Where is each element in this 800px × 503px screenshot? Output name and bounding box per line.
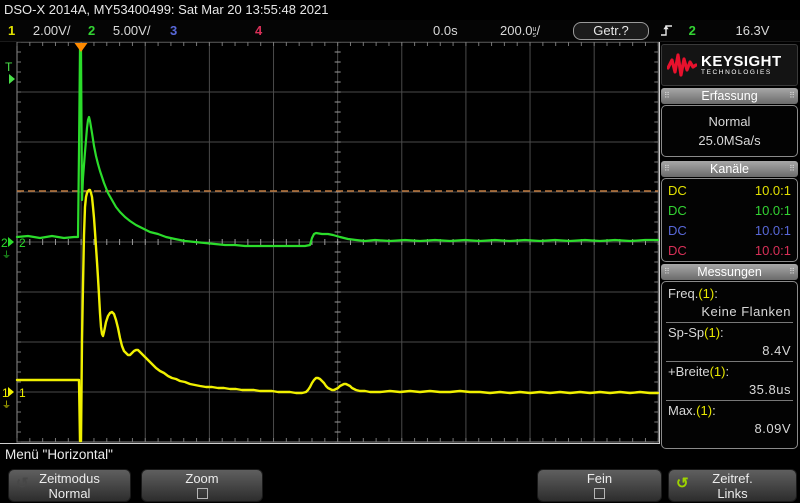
measurements-title: Messungen: [697, 265, 762, 279]
trigger-status-badge: Getr.?: [573, 22, 649, 40]
trigger-source: 2: [688, 23, 696, 38]
channel-1-number: 1: [8, 23, 16, 38]
keysight-logo: KEYSIGHT TECHNOLOGIES: [661, 44, 798, 86]
fein-checkbox[interactable]: [594, 488, 605, 499]
measurement-peak-peak: Sp-Sp(1): 8.4V: [668, 325, 791, 358]
softkey-fein[interactable]: Fein: [537, 469, 662, 502]
status-bar: 1 2.00V/ 2 5.00V/ 3 4 0.0s 200.0 u s / Getr…: [0, 20, 800, 42]
channel-row-2: DC 10.0:1: [668, 201, 791, 221]
menu-title: Menü "Horizontal": [5, 447, 113, 462]
rising-edge-icon: [661, 25, 672, 36]
svg-text:T: T: [5, 60, 13, 74]
measurements-section-header[interactable]: ⠿ Messungen ⠿: [661, 264, 798, 280]
svg-text:⏚: ⏚: [2, 400, 11, 410]
channel-row-1: DC 10.0:1: [668, 181, 791, 201]
waveform-display: T 2 ⏚ 2 1 ⏚ 1: [0, 42, 660, 444]
channel-3-number: 3: [170, 23, 178, 38]
coupling-label: DC: [668, 223, 687, 238]
softkey-zoom[interactable]: Zoom: [141, 469, 263, 502]
softkey-value: Normal: [48, 486, 91, 501]
logo-subname: TECHNOLOGIES: [701, 68, 772, 76]
time-scale[interactable]: 200.0 u s /: [500, 20, 540, 42]
grip-icon: ⠿: [789, 267, 795, 276]
channel-2-number: 2: [88, 23, 96, 38]
probe-ratio: 10.0:1: [754, 243, 791, 258]
channels-section-header[interactable]: ⠿ Kanäle ⠿: [661, 161, 798, 177]
trigger-level: 16.3V: [735, 23, 770, 38]
waveform-grid: T2⏚21⏚1: [1, 42, 660, 443]
coupling-label: DC: [668, 243, 687, 258]
svg-text:1: 1: [19, 386, 26, 400]
svg-text:⏚: ⏚: [2, 250, 11, 260]
softkey-zeitmodus[interactable]: ↺ Zeitmodus Normal: [8, 469, 131, 502]
channels-info: DC 10.0:1 DC 10.0:1 DC 10.0:1 DC 10.0:1: [661, 178, 798, 262]
zoom-checkbox[interactable]: [196, 488, 208, 499]
status-channel-2[interactable]: 2 5.00V/: [88, 20, 150, 42]
measurements-info: Freq.(1): Keine Flanken Sp-Sp(1): 8.4V +…: [661, 281, 798, 449]
title-bar: DSO-X 2014A, MY53400499: Sat Mar 20 13:5…: [4, 2, 329, 17]
acquisition-title: Erfassung: [701, 89, 758, 103]
softkey-label: Zeitref.: [712, 471, 753, 486]
channel-row-3: DC 10.0:1: [668, 221, 791, 241]
svg-text:2: 2: [19, 236, 26, 250]
softkey-value: Links: [717, 486, 748, 501]
channel-2-scale: 5.00V/: [112, 23, 151, 38]
measurement-pos-width: +Breite(1): 35.8us: [668, 364, 791, 397]
grip-icon: ⠿: [664, 267, 670, 276]
grip-icon: ⠿: [664, 91, 670, 100]
grip-icon: ⠿: [789, 164, 795, 173]
measurement-max: Max.(1): 8.09V: [668, 403, 791, 436]
probe-ratio: 10.0:1: [754, 223, 791, 238]
grip-icon: ⠿: [789, 91, 795, 100]
time-scale-slash: /: [536, 23, 541, 38]
trigger-info[interactable]: 2 16.3V: [660, 20, 769, 42]
probe-ratio: 10.0:1: [754, 203, 791, 218]
softkey-label: Zeitmodus: [39, 471, 100, 486]
softkey-label: Zoom: [185, 471, 219, 486]
acquisition-section-header[interactable]: ⠿ Erfassung ⠿: [661, 88, 798, 104]
status-channel-1[interactable]: 1 2.00V/: [8, 20, 70, 42]
sample-rate: 25.0MSa/s: [698, 133, 761, 148]
channel-row-4: DC 10.0:1: [668, 241, 791, 261]
coupling-label: DC: [668, 183, 687, 198]
sidebar: KEYSIGHT TECHNOLOGIES ⠿ Erfassung ⠿ Norm…: [661, 44, 798, 456]
cycle-arrow-icon: ↺: [676, 475, 689, 492]
softkey-label: Fein: [586, 471, 613, 486]
status-channel-3[interactable]: 3: [170, 20, 177, 42]
status-channel-4[interactable]: 4: [255, 20, 262, 42]
svg-text:1: 1: [2, 386, 9, 400]
acquisition-info: Normal 25.0MSa/s: [661, 105, 798, 157]
return-arrow-icon: ↺: [16, 475, 29, 492]
svg-text:2: 2: [1, 236, 8, 250]
channel-1-scale: 2.00V/: [32, 23, 71, 38]
time-scale-value: 200.0: [500, 23, 533, 38]
channels-title: Kanäle: [710, 162, 749, 176]
channel-4-number: 4: [255, 23, 263, 38]
measurement-freq: Freq.(1): Keine Flanken: [668, 286, 791, 319]
keysight-pulse-icon: [667, 53, 697, 77]
softkey-zeitref[interactable]: ↺ Zeitref. Links: [668, 469, 797, 502]
coupling-label: DC: [668, 203, 687, 218]
probe-ratio: 10.0:1: [754, 183, 791, 198]
acquisition-mode: Normal: [708, 114, 751, 129]
time-offset[interactable]: 0.0s: [433, 23, 458, 38]
logo-name: KEYSIGHT: [701, 52, 782, 70]
grip-icon: ⠿: [664, 164, 670, 173]
